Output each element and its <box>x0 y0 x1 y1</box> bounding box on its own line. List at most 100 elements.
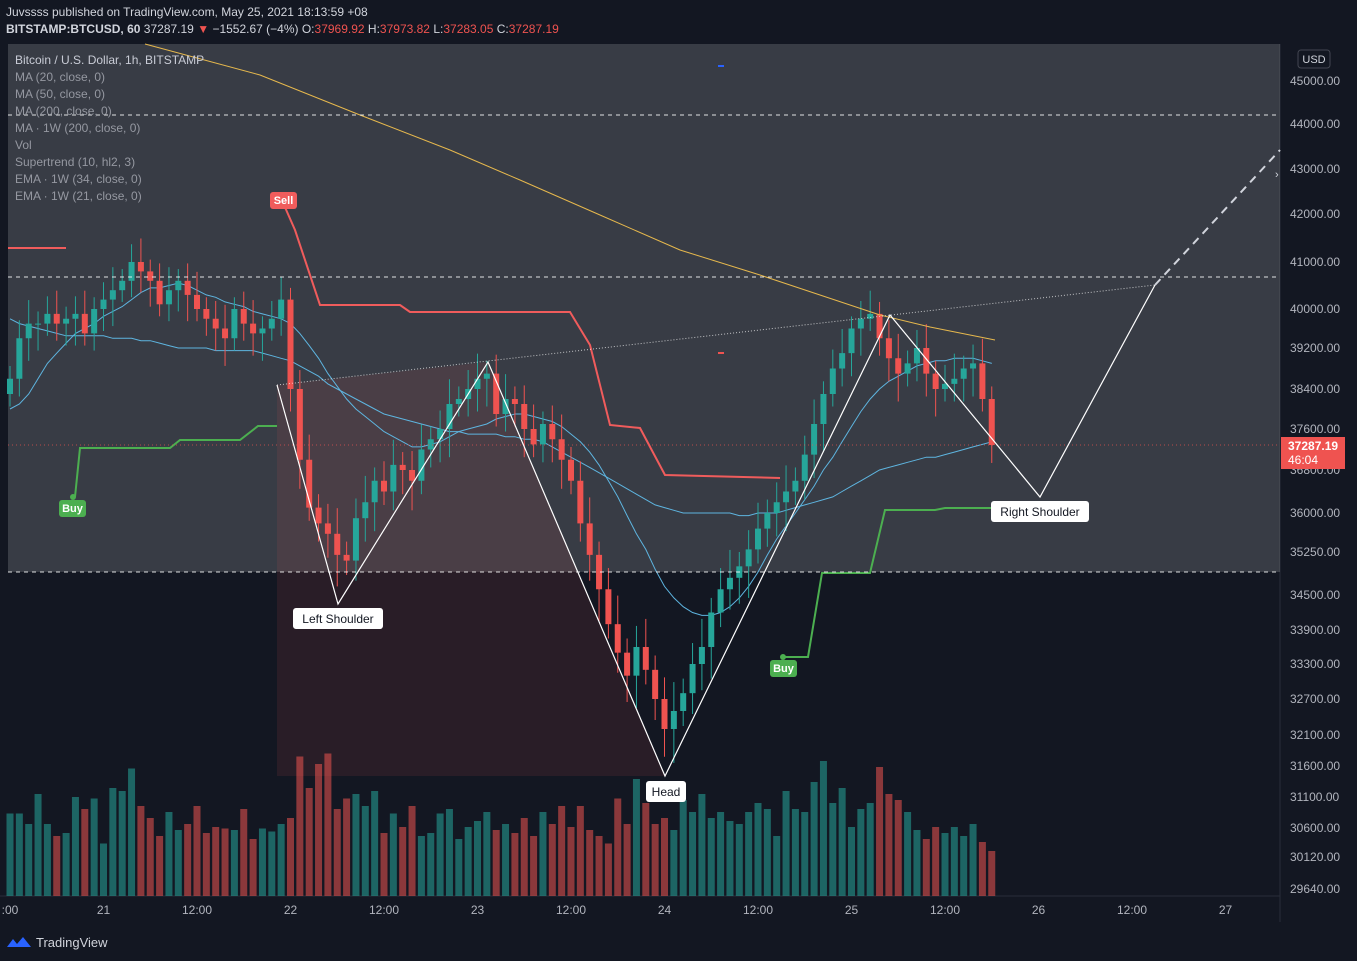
candle-body <box>895 358 902 374</box>
time-axis[interactable]: :00 21 12:00 22 12:00 23 12:00 24 12:00 25 12:00 26… <box>2 903 1233 917</box>
legend-item-ma20[interactable]: MA (20, close, 0) <box>15 70 106 84</box>
price-tick-label: 40000.00 <box>1290 302 1340 316</box>
volume-bar <box>333 809 341 896</box>
price-tick-label: 43000.00 <box>1290 162 1340 176</box>
price-tick-label: 39200.00 <box>1290 341 1340 355</box>
volume-bar <box>745 812 753 896</box>
candle-body <box>521 404 528 429</box>
candle-body <box>773 502 780 513</box>
legend-item-ema21[interactable]: EMA · 1W (21, close, 0) <box>15 189 142 203</box>
head-and-shoulders-pattern[interactable] <box>276 284 1156 778</box>
legend-item-ma-1w[interactable]: MA · 1W (200, close, 0) <box>15 121 141 135</box>
marker-red <box>718 352 724 354</box>
candle-body <box>455 399 462 404</box>
time-tick-label: 12:00 <box>930 903 960 917</box>
price-tick-label: 33900.00 <box>1290 623 1340 637</box>
volume-bar <box>277 824 285 896</box>
volume-bar <box>511 833 519 896</box>
volume-bar <box>268 831 276 896</box>
supertrend <box>8 204 995 658</box>
candle-body <box>857 318 864 329</box>
candle-body <box>418 449 425 481</box>
supertrend-segment <box>74 425 277 498</box>
candle-body <box>568 459 574 481</box>
time-tick-label: 26 <box>1032 903 1046 917</box>
volume-bar <box>838 788 846 896</box>
currency-badge[interactable]: USD <box>1297 49 1331 69</box>
volume-bar <box>866 803 874 896</box>
volume-bar <box>408 806 416 896</box>
projection-line[interactable] <box>1154 149 1281 286</box>
volume-bar <box>885 794 893 896</box>
volume-bar <box>464 827 472 896</box>
time-tick-label: 25 <box>845 903 859 917</box>
high-label: H: <box>367 22 380 36</box>
volume-bar <box>240 809 248 896</box>
candle-body <box>72 313 79 319</box>
svg-text:Buy: Buy <box>62 503 84 515</box>
candle-body <box>91 309 98 334</box>
legend-item-ma50[interactable]: MA (50, close, 0) <box>15 87 106 101</box>
volume-bar <box>530 836 538 896</box>
candle-body <box>801 454 808 481</box>
symbol-label[interactable]: BITSTAMP:BTCUSD, 60 <box>6 22 141 36</box>
close-label: C: <box>496 22 509 36</box>
candle-body <box>483 373 490 379</box>
volume-bar <box>221 828 229 896</box>
open-label: O: <box>301 22 315 36</box>
volume-bar <box>399 827 407 896</box>
candle-body <box>128 262 135 281</box>
volume-bar <box>502 824 510 896</box>
legend-item-supertrend[interactable]: Supertrend (10, hl2, 3) <box>15 155 136 169</box>
price-axis[interactable]: 45000.00 44000.00 43000.00 42000.00 41000.00… <box>1290 74 1340 896</box>
volume-bar <box>735 824 743 896</box>
price-tick-label: 32700.00 <box>1290 692 1340 706</box>
volume-bar <box>324 753 332 896</box>
price-tick-label: 30600.00 <box>1290 821 1340 835</box>
time-tick-label: 12:00 <box>369 903 399 917</box>
low-value: 37283.05 <box>443 22 494 36</box>
volume-bar <box>249 839 257 896</box>
right-shoulder-label[interactable]: Right Shoulder <box>991 501 1089 522</box>
volume-bar <box>810 782 818 896</box>
candle-body <box>147 271 154 281</box>
volume-bar <box>53 836 61 896</box>
candle-body <box>390 464 397 492</box>
volume-bar <box>445 809 453 896</box>
volume-bar <box>90 798 98 896</box>
legend-item-ema34[interactable]: EMA · 1W (34, close, 0) <box>15 172 142 186</box>
volume-bar <box>539 812 547 896</box>
candle-body <box>829 368 836 394</box>
candle-body <box>511 399 518 404</box>
legend-item-vol[interactable]: Vol <box>15 138 32 152</box>
volume-bar <box>791 809 799 896</box>
time-tick-label: 24 <box>658 903 672 917</box>
volume-bar <box>726 821 734 896</box>
legend-title[interactable]: Bitcoin / U.S. Dollar, 1h, BITSTAMP <box>15 53 205 67</box>
left-shoulder-label[interactable]: Left Shoulder <box>293 608 383 629</box>
candle-body <box>16 338 23 379</box>
chart-pane[interactable] <box>8 44 1280 896</box>
candle-body <box>633 647 640 676</box>
candle-body <box>296 389 303 460</box>
candle-body <box>755 528 761 550</box>
candle-body <box>942 383 948 389</box>
candle-body <box>7 378 13 394</box>
volume-bar <box>520 818 528 896</box>
volume-bar <box>62 833 70 896</box>
candle-body <box>642 647 649 670</box>
candle-body <box>689 664 696 694</box>
candle-body <box>371 480 378 503</box>
head-label[interactable]: Head <box>646 781 686 802</box>
candle-body <box>63 318 70 324</box>
neckline[interactable] <box>276 284 1156 386</box>
volume-bar <box>202 833 210 896</box>
price-tick-label: 41000.00 <box>1290 255 1340 269</box>
volume-bar <box>230 830 238 896</box>
footer-brand[interactable]: TradingView <box>6 930 108 954</box>
volume-bar <box>642 803 650 896</box>
volume-bar <box>941 833 949 896</box>
volume-bar <box>763 809 771 896</box>
legend-item-ma200[interactable]: MA (200, close, 0) <box>15 104 112 118</box>
